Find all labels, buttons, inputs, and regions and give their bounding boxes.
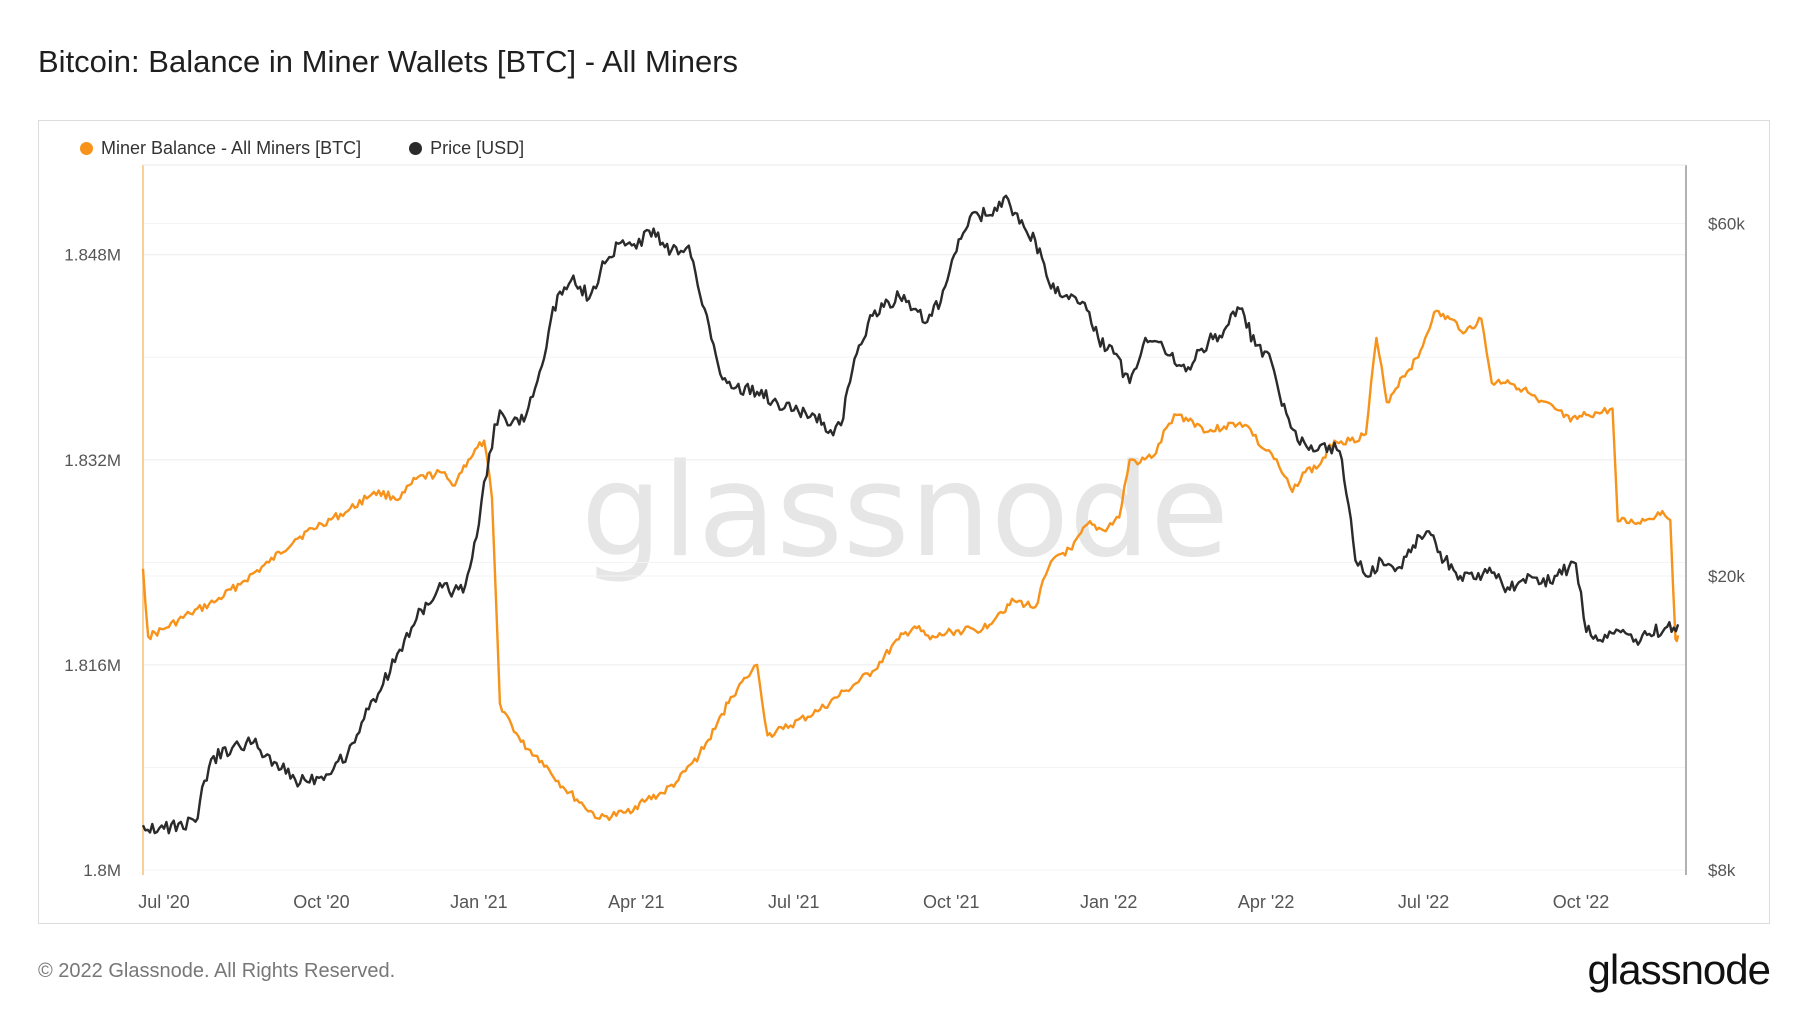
chart-title: Bitcoin: Balance in Miner Wallets [BTC] … xyxy=(38,44,739,79)
y-left-tick-label: 1.848M xyxy=(64,246,121,265)
x-tick-label: Jul '21 xyxy=(768,892,819,912)
chart-frame xyxy=(38,120,1770,924)
x-tick-label: Oct '22 xyxy=(1553,892,1609,912)
y-right-tick-label: $8k xyxy=(1708,861,1736,880)
legend-balance-dot xyxy=(80,142,93,155)
grid-lines xyxy=(143,222,1686,871)
x-tick-label: Jul '22 xyxy=(1398,892,1449,912)
x-tick-label: Oct '20 xyxy=(293,892,349,912)
y-axis-left: 1.8M 1.816M 1.832M 1.848M xyxy=(64,246,121,880)
y-axis-right: $8k $20k $60k xyxy=(1708,214,1745,880)
legend-price-dot xyxy=(409,142,423,155)
x-tick-label: Apr '21 xyxy=(608,892,664,912)
series-line-price xyxy=(141,194,1680,835)
series-line-miner-balance xyxy=(141,309,1680,822)
x-tick-label: Jul '20 xyxy=(138,892,189,912)
y-right-tick-label: $20k xyxy=(1708,567,1745,586)
x-tick-label: Apr '22 xyxy=(1238,892,1294,912)
y-left-tick-label: 1.816M xyxy=(64,656,121,675)
y-left-tick-label: 1.832M xyxy=(64,451,121,470)
y-right-tick-label: $60k xyxy=(1708,214,1745,233)
legend-price-label: Price [USD] xyxy=(430,138,525,158)
x-tick-label: Jan '22 xyxy=(1080,892,1137,912)
x-tick-label: Jan '21 xyxy=(450,892,507,912)
x-axis: Jul '20 Oct '20 Jan '21 Apr '21 Jul '21 Oct '… xyxy=(138,892,1609,912)
glassnode-logo[interactable]: glassnode xyxy=(1587,946,1771,993)
legend-balance-label: Miner Balance - All Miners [BTC] xyxy=(101,138,362,158)
y-left-tick-label: 1.8M xyxy=(83,861,121,880)
legend-item-balance[interactable]: Miner Balance - All Miners [BTC] xyxy=(80,138,361,159)
chart-legend: Miner Balance - All Miners [BTC] Price [… xyxy=(80,138,524,159)
x-tick-label: Oct '21 xyxy=(923,892,979,912)
copyright-text: © 2022 Glassnode. All Rights Reserved. xyxy=(38,960,396,982)
legend-item-price[interactable]: Price [USD] xyxy=(409,138,524,159)
